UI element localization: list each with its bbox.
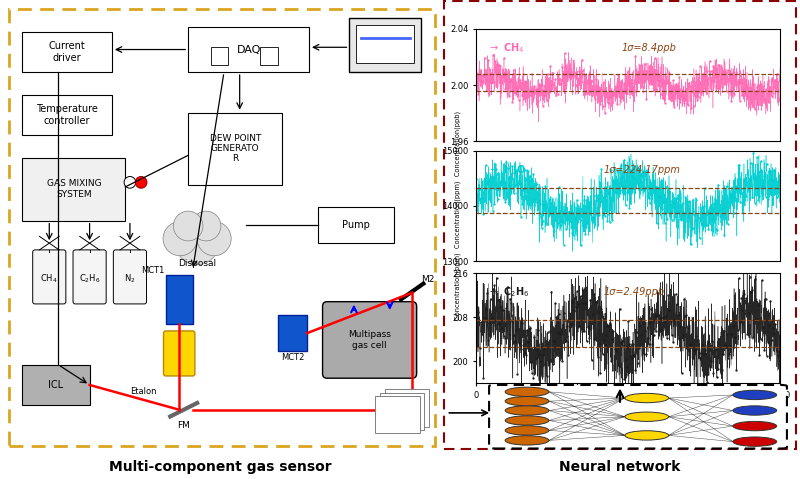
Circle shape [191, 211, 221, 241]
Text: MCT2: MCT2 [281, 354, 304, 363]
Circle shape [505, 416, 549, 425]
FancyBboxPatch shape [356, 25, 414, 63]
FancyBboxPatch shape [33, 250, 66, 304]
FancyBboxPatch shape [22, 94, 112, 135]
Text: 1σ=2.49ppb: 1σ=2.49ppb [604, 287, 665, 297]
Text: 1σ=8.4ppb: 1σ=8.4ppb [622, 43, 677, 53]
Text: Disposal: Disposal [178, 259, 216, 268]
Text: M1: M1 [417, 412, 430, 421]
Circle shape [505, 436, 549, 445]
Circle shape [174, 211, 203, 241]
Text: Temperature
controller: Temperature controller [36, 104, 98, 125]
FancyBboxPatch shape [210, 47, 229, 65]
Text: M2: M2 [421, 274, 434, 284]
Text: 1σ=224.17ppm: 1σ=224.17ppm [604, 165, 681, 175]
Circle shape [733, 406, 777, 415]
Text: Current
driver: Current driver [49, 41, 86, 63]
Text: $\rightarrow$ H$_2$O: $\rightarrow$ H$_2$O [488, 163, 526, 177]
FancyBboxPatch shape [385, 389, 429, 427]
Text: GAS MIXING
SYSTEM: GAS MIXING SYSTEM [46, 180, 102, 199]
Text: Multi-component gas sensor: Multi-component gas sensor [109, 460, 331, 474]
Circle shape [505, 406, 549, 415]
FancyBboxPatch shape [73, 250, 106, 304]
FancyBboxPatch shape [188, 27, 309, 72]
Circle shape [505, 397, 549, 406]
FancyBboxPatch shape [22, 32, 112, 72]
Circle shape [505, 387, 549, 397]
Circle shape [733, 437, 777, 446]
Text: N$_2$: N$_2$ [124, 273, 136, 285]
Circle shape [135, 176, 147, 188]
FancyBboxPatch shape [163, 331, 195, 376]
Text: $\rightarrow$ C$_2$H$_6$: $\rightarrow$ C$_2$H$_6$ [488, 285, 530, 299]
FancyBboxPatch shape [278, 315, 307, 351]
FancyBboxPatch shape [22, 365, 90, 405]
FancyBboxPatch shape [489, 385, 787, 448]
Circle shape [163, 221, 197, 256]
Text: C$_2$H$_6$: C$_2$H$_6$ [78, 273, 101, 285]
Circle shape [197, 221, 231, 256]
FancyBboxPatch shape [166, 274, 193, 324]
Circle shape [625, 431, 669, 440]
FancyBboxPatch shape [114, 250, 146, 304]
FancyBboxPatch shape [318, 207, 394, 243]
Circle shape [124, 176, 136, 188]
Text: $\rightarrow$ CH$_4$: $\rightarrow$ CH$_4$ [488, 41, 525, 55]
Text: DEW POINT
GENERATO
R: DEW POINT GENERATO R [210, 134, 261, 163]
Text: Concentration(ppm)  Concentration(ppm)  Concentration(ppb): Concentration(ppm) Concentration(ppm) Co… [454, 111, 461, 320]
FancyBboxPatch shape [22, 158, 126, 221]
Text: ICL: ICL [49, 380, 63, 390]
Text: Pump: Pump [342, 220, 370, 230]
Text: Etalon: Etalon [130, 387, 157, 396]
FancyBboxPatch shape [188, 113, 282, 184]
FancyBboxPatch shape [350, 18, 421, 72]
Circle shape [625, 393, 669, 403]
Circle shape [176, 221, 218, 265]
Text: DAQ: DAQ [237, 45, 261, 55]
FancyBboxPatch shape [260, 47, 278, 65]
FancyBboxPatch shape [375, 396, 420, 433]
Text: Neural network: Neural network [559, 460, 681, 474]
Circle shape [625, 412, 669, 422]
Text: Multipass
gas cell: Multipass gas cell [348, 330, 391, 350]
Circle shape [733, 422, 777, 431]
Circle shape [505, 426, 549, 435]
X-axis label: Time(s): Time(s) [610, 405, 646, 415]
Text: MCT1: MCT1 [141, 266, 164, 274]
FancyBboxPatch shape [380, 393, 424, 430]
FancyBboxPatch shape [322, 302, 417, 378]
Circle shape [733, 390, 777, 399]
Text: CH$_4$: CH$_4$ [41, 273, 58, 285]
Text: FM: FM [178, 421, 190, 430]
